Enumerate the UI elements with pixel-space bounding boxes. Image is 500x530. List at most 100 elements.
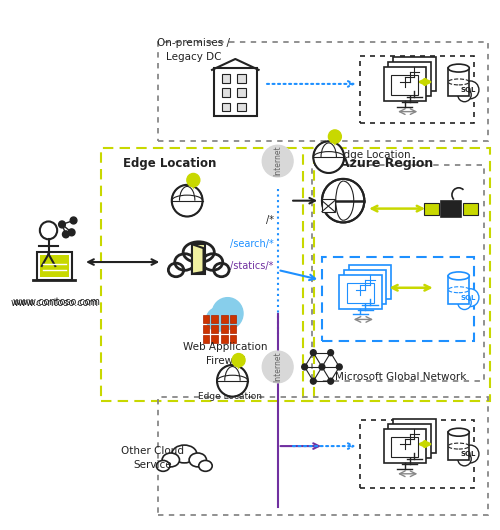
- Polygon shape: [331, 137, 338, 146]
- Text: SQL: SQL: [460, 451, 476, 457]
- Circle shape: [217, 365, 248, 396]
- Circle shape: [319, 364, 325, 370]
- Text: www.contoso.com: www.contoso.com: [10, 298, 99, 307]
- Text: /statics/*: /statics/*: [230, 261, 274, 271]
- Ellipse shape: [183, 242, 214, 262]
- Text: /*: /*: [266, 216, 274, 225]
- Circle shape: [322, 179, 364, 223]
- Text: Edge Location: Edge Location: [123, 156, 216, 170]
- Circle shape: [58, 221, 66, 228]
- Ellipse shape: [156, 461, 170, 471]
- FancyBboxPatch shape: [238, 102, 246, 111]
- Ellipse shape: [168, 263, 184, 277]
- FancyBboxPatch shape: [442, 201, 460, 217]
- Circle shape: [310, 350, 316, 356]
- FancyBboxPatch shape: [238, 74, 246, 83]
- Ellipse shape: [189, 453, 206, 467]
- Polygon shape: [234, 360, 242, 370]
- Text: www.contoso.com: www.contoso.com: [12, 297, 100, 307]
- Ellipse shape: [202, 254, 222, 270]
- FancyBboxPatch shape: [211, 325, 218, 333]
- Circle shape: [336, 364, 342, 370]
- FancyBboxPatch shape: [396, 432, 423, 452]
- Ellipse shape: [172, 445, 197, 463]
- FancyBboxPatch shape: [221, 325, 228, 333]
- FancyBboxPatch shape: [322, 199, 334, 211]
- FancyBboxPatch shape: [462, 202, 478, 215]
- Text: Other Cloud
Service: Other Cloud Service: [121, 446, 184, 470]
- FancyBboxPatch shape: [349, 265, 392, 298]
- FancyBboxPatch shape: [448, 276, 469, 304]
- FancyBboxPatch shape: [448, 68, 469, 96]
- Text: Azure Region: Azure Region: [340, 156, 433, 170]
- FancyBboxPatch shape: [211, 335, 218, 343]
- Text: Internet: Internet: [273, 351, 282, 382]
- Circle shape: [328, 378, 334, 384]
- Circle shape: [462, 81, 479, 99]
- Circle shape: [212, 298, 243, 329]
- FancyBboxPatch shape: [388, 425, 431, 458]
- FancyBboxPatch shape: [396, 70, 423, 90]
- Circle shape: [458, 88, 471, 102]
- FancyBboxPatch shape: [448, 432, 469, 460]
- Ellipse shape: [175, 254, 195, 270]
- Text: Edge Location: Edge Location: [338, 150, 411, 160]
- Text: Internet: Internet: [273, 146, 282, 176]
- FancyBboxPatch shape: [388, 62, 431, 96]
- Polygon shape: [192, 244, 203, 274]
- FancyBboxPatch shape: [222, 102, 230, 111]
- FancyBboxPatch shape: [401, 427, 428, 447]
- Ellipse shape: [448, 272, 469, 280]
- Ellipse shape: [198, 461, 212, 471]
- FancyBboxPatch shape: [347, 283, 374, 303]
- Circle shape: [262, 145, 293, 177]
- Circle shape: [70, 217, 77, 224]
- Ellipse shape: [214, 263, 229, 277]
- Text: /search/*: /search/*: [230, 239, 274, 249]
- Text: Microsoft Global Network: Microsoft Global Network: [335, 372, 466, 382]
- Text: Edge Location: Edge Location: [198, 392, 262, 401]
- FancyBboxPatch shape: [393, 57, 436, 91]
- Circle shape: [172, 185, 203, 217]
- FancyBboxPatch shape: [392, 437, 418, 457]
- FancyBboxPatch shape: [230, 335, 236, 343]
- FancyBboxPatch shape: [222, 74, 230, 83]
- Circle shape: [68, 229, 75, 236]
- FancyBboxPatch shape: [352, 278, 379, 298]
- Ellipse shape: [162, 453, 180, 467]
- FancyBboxPatch shape: [340, 275, 382, 308]
- FancyBboxPatch shape: [37, 252, 72, 280]
- FancyBboxPatch shape: [230, 315, 236, 323]
- FancyBboxPatch shape: [221, 315, 228, 323]
- Circle shape: [462, 289, 479, 306]
- FancyBboxPatch shape: [384, 429, 426, 463]
- Text: Web Application
Firewall: Web Application Firewall: [184, 342, 268, 366]
- FancyBboxPatch shape: [40, 255, 68, 277]
- Circle shape: [262, 351, 293, 383]
- FancyBboxPatch shape: [238, 89, 246, 97]
- FancyBboxPatch shape: [401, 65, 428, 85]
- FancyBboxPatch shape: [393, 419, 436, 453]
- Circle shape: [458, 452, 471, 466]
- FancyBboxPatch shape: [356, 273, 384, 293]
- Text: SQL: SQL: [460, 87, 476, 93]
- Text: SQL: SQL: [460, 295, 476, 301]
- Ellipse shape: [448, 428, 469, 436]
- FancyBboxPatch shape: [221, 335, 228, 343]
- Text: On-premises /
Legacy DC: On-premises / Legacy DC: [158, 38, 230, 61]
- Ellipse shape: [448, 64, 469, 72]
- Circle shape: [462, 445, 479, 463]
- Circle shape: [328, 350, 334, 356]
- FancyBboxPatch shape: [222, 89, 230, 97]
- FancyBboxPatch shape: [202, 325, 209, 333]
- FancyBboxPatch shape: [211, 315, 218, 323]
- FancyBboxPatch shape: [214, 68, 256, 116]
- Circle shape: [314, 142, 344, 173]
- Circle shape: [187, 173, 200, 187]
- Circle shape: [302, 364, 308, 370]
- FancyBboxPatch shape: [392, 75, 418, 95]
- FancyBboxPatch shape: [202, 335, 209, 343]
- FancyBboxPatch shape: [424, 202, 440, 215]
- FancyBboxPatch shape: [192, 244, 205, 274]
- FancyBboxPatch shape: [230, 325, 236, 333]
